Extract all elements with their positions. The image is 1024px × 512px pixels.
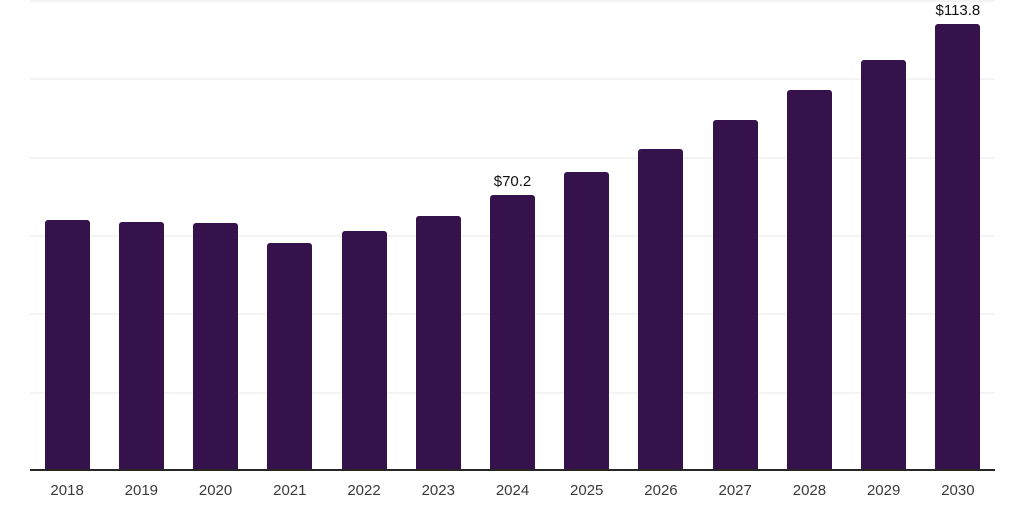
data-label-2030: $113.8 <box>935 2 981 20</box>
bar-2018 <box>44 219 90 470</box>
x-axis-line <box>30 469 995 471</box>
bar-2023 <box>415 216 461 470</box>
bar-2025 <box>564 171 610 470</box>
x-axis-labels: 2018 2019 2020 2021 2022 2023 2024 2025 2026 2027… <box>0 481 1024 503</box>
bar-2019 <box>118 222 164 470</box>
gridline-80 <box>30 156 995 159</box>
plot-area: $70.2 $113.8 <box>30 0 995 470</box>
x-tick-2028: 2028 <box>792 482 827 499</box>
bar-2021 <box>267 243 313 470</box>
x-tick-2029: 2029 <box>866 482 901 499</box>
x-tick-2026: 2026 <box>644 482 678 499</box>
x-tick-2022: 2022 <box>347 482 381 499</box>
bar-2024 <box>490 195 535 470</box>
bar-2029 <box>861 59 907 470</box>
gridline-100 <box>30 78 995 81</box>
bar-2030 <box>935 24 981 470</box>
x-tick-2019: 2019 <box>124 482 159 499</box>
x-tick-2018: 2018 <box>50 482 84 499</box>
bar-2026 <box>638 148 684 470</box>
x-tick-2027: 2027 <box>718 482 752 499</box>
x-tick-2023: 2023 <box>421 482 455 499</box>
bar-2027 <box>712 120 758 470</box>
x-tick-2025: 2025 <box>570 482 604 499</box>
data-label-2024: $70.2 <box>493 173 532 191</box>
x-tick-2030: 2030 <box>941 482 975 499</box>
bar-2028 <box>786 90 832 470</box>
bar-2020 <box>193 223 239 470</box>
bar-2022 <box>341 231 387 470</box>
x-tick-2020: 2020 <box>198 482 233 499</box>
x-tick-2024: 2024 <box>495 482 530 499</box>
x-tick-2021: 2021 <box>273 482 307 499</box>
gridline-120 <box>30 0 995 2</box>
